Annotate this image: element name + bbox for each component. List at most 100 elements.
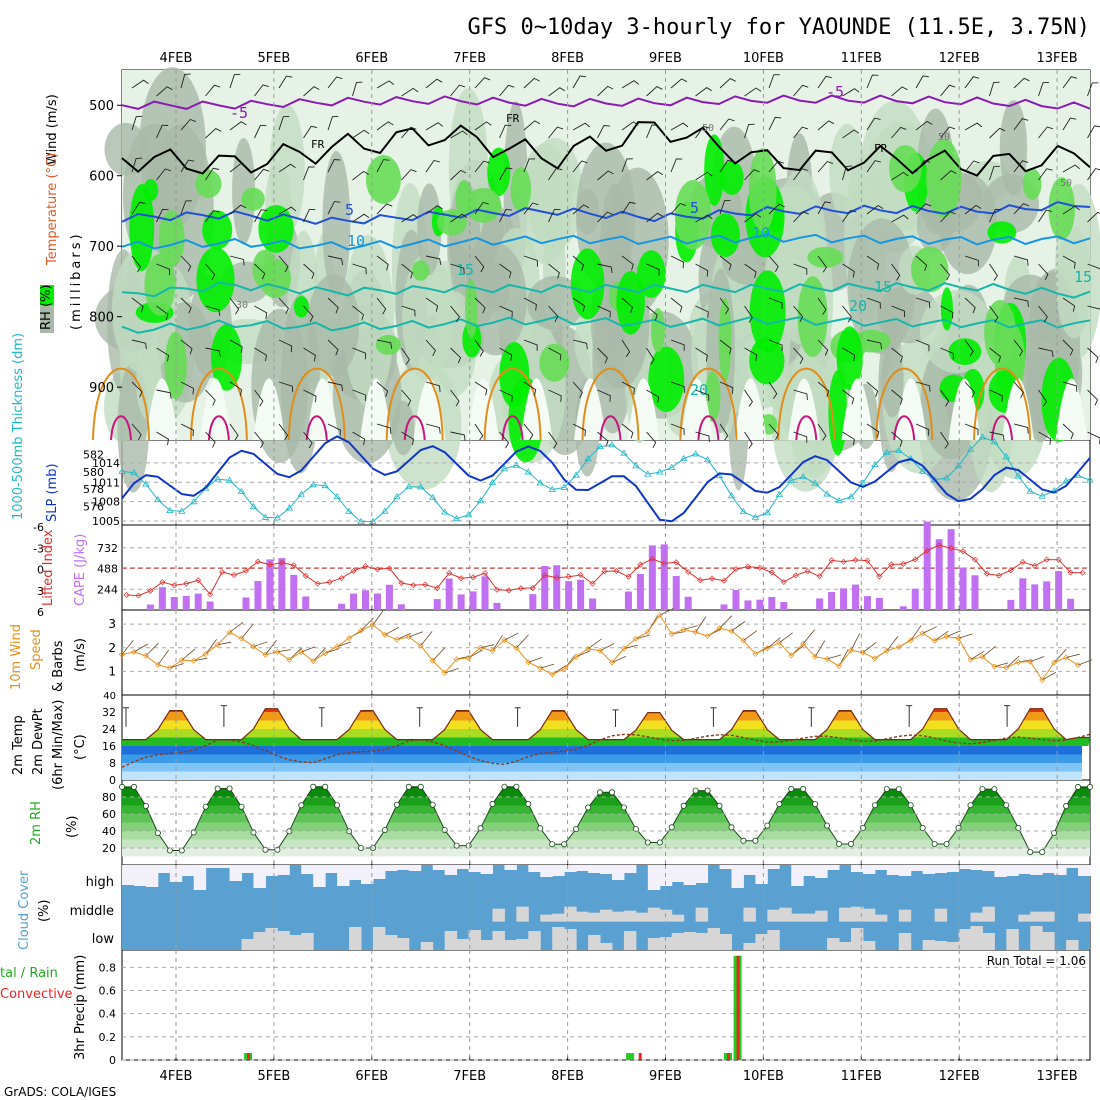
rh-moist xyxy=(365,155,401,204)
wind-barb xyxy=(1062,117,1077,131)
wind-barb xyxy=(278,381,294,393)
wind-barb xyxy=(621,121,639,131)
li-marker xyxy=(804,568,811,575)
low-cloud-cell xyxy=(349,927,362,950)
wind-barb xyxy=(1038,126,1054,139)
date-label-bottom: 6FEB xyxy=(355,1069,388,1084)
high-cloud-cell xyxy=(910,865,924,871)
rh-moist xyxy=(704,371,721,422)
temp-dewpoint-panel: 0 8 16 24 32 xyxy=(102,695,1091,787)
cloud-row-label: middle xyxy=(70,904,114,919)
cape-bar xyxy=(457,594,465,610)
precip-conv-bar xyxy=(727,1053,730,1060)
wind-barb xyxy=(891,389,903,405)
rh-moist xyxy=(719,160,744,195)
wind-barb xyxy=(523,120,541,131)
wind-barb xyxy=(793,263,808,275)
wind-barb xyxy=(540,663,555,669)
wind-marker xyxy=(561,666,568,673)
li-marker xyxy=(1019,559,1026,566)
wind-barb xyxy=(915,120,933,131)
cape-bar xyxy=(385,584,393,610)
wind-barb xyxy=(572,339,588,350)
wind-barb xyxy=(964,160,980,173)
wind-barb xyxy=(989,347,1002,363)
rh-marker xyxy=(119,783,126,790)
thickness-marker xyxy=(954,462,963,469)
high-cloud-cell xyxy=(349,865,362,880)
cape-bar xyxy=(935,539,943,610)
wind-tick: 1 xyxy=(108,664,116,678)
high-cloud-cell xyxy=(1054,865,1067,875)
wind-barb xyxy=(866,381,879,397)
wind-barb xyxy=(922,626,937,634)
wind-barb xyxy=(767,637,781,649)
wind-barb xyxy=(646,431,657,449)
contour-label: 15 xyxy=(456,261,474,279)
wind-barb xyxy=(1038,347,1054,358)
li-marker xyxy=(446,570,453,577)
wind-barb xyxy=(241,624,254,639)
temp-contour-25 xyxy=(385,367,444,441)
rh-tick: 20 xyxy=(102,842,116,855)
wind-marker xyxy=(1063,654,1070,661)
wind-barb xyxy=(1038,209,1053,223)
wind-barb xyxy=(695,87,713,97)
y-tick-label: 800 xyxy=(89,311,114,326)
rh-marker xyxy=(764,822,771,829)
dry-plume xyxy=(360,378,392,440)
high-cloud-cell xyxy=(361,865,374,884)
high-cloud-cell xyxy=(862,865,876,874)
middle-cloud-cell xyxy=(779,907,792,922)
contour-label: FR xyxy=(874,142,888,155)
wind-barb xyxy=(408,631,423,638)
wind-barb xyxy=(964,204,982,215)
thickness-marker xyxy=(727,492,736,499)
thickness-marker xyxy=(345,507,353,514)
high-cloud-cell xyxy=(755,865,768,884)
slp-thickness-panel: 576 578 580 582 1005 1008 1011 1014 xyxy=(83,433,1094,528)
high-cloud-cell xyxy=(241,865,254,873)
middle-cloud-cell xyxy=(767,909,780,922)
wind-barb xyxy=(744,431,753,449)
wind-barb xyxy=(205,210,220,223)
wind-barb xyxy=(1087,389,1099,406)
thickness-marker xyxy=(1026,487,1034,494)
wind-barb xyxy=(548,167,563,181)
rh-moist xyxy=(616,270,645,335)
li-marker xyxy=(744,563,751,570)
li-marker xyxy=(219,569,226,576)
wind-barb xyxy=(1087,305,1100,310)
warm-band xyxy=(122,708,1090,712)
wind-barb xyxy=(572,122,591,131)
rh-marker xyxy=(1087,783,1094,790)
date-label-top: 10FEB xyxy=(743,51,784,66)
low-cloud-cell xyxy=(743,943,756,950)
wind-barb xyxy=(254,209,268,223)
wind-barb xyxy=(915,203,932,215)
temp-tick: 24 xyxy=(102,723,116,736)
temp-contour-25 xyxy=(483,367,542,441)
wind-barb xyxy=(180,255,192,272)
wind-barb xyxy=(474,201,489,215)
wind-barb xyxy=(474,423,484,441)
wind-barb xyxy=(376,339,393,349)
cloud-row-label: low xyxy=(92,932,115,947)
date-label-bottom: 7FEB xyxy=(453,1069,486,1084)
wind-barb xyxy=(597,170,614,181)
wind-barb xyxy=(217,641,232,646)
p6-labels: 2m RH (%) xyxy=(29,801,80,845)
wind-barb xyxy=(327,339,339,356)
low-cloud-cell xyxy=(839,942,852,950)
rh-moist xyxy=(202,210,233,250)
low-cloud-cell xyxy=(564,929,577,950)
wind-barb xyxy=(145,643,159,657)
wind-barb xyxy=(1062,205,1080,215)
contour-label: 50 xyxy=(1060,178,1072,189)
thickness-marker xyxy=(309,481,317,488)
wind-barb xyxy=(597,263,613,273)
wind-barb xyxy=(891,171,909,181)
wind-barb xyxy=(597,431,609,447)
wind-barb xyxy=(744,305,753,323)
